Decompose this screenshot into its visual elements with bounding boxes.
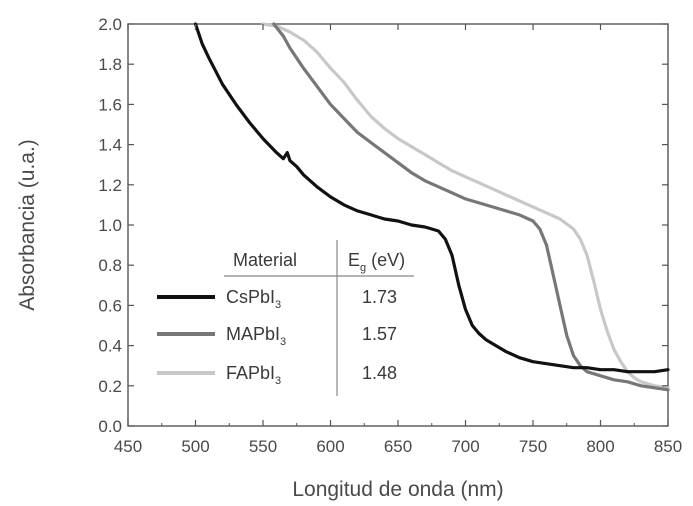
y-tick-label: 1.2 xyxy=(98,176,122,195)
legend-label-cspbi3: CsPbI3 xyxy=(226,287,281,311)
plot-frame xyxy=(127,23,669,427)
y-tick-label: 1.0 xyxy=(98,216,122,235)
y-tick-label: 0.4 xyxy=(98,337,122,356)
y-tick-label: 1.6 xyxy=(98,95,122,114)
legend-header-eg-sub: g xyxy=(360,262,366,274)
y-tick-label: 0.8 xyxy=(98,256,122,275)
legend-eg-mapbi3: 1.57 xyxy=(362,324,397,344)
legend-label-fapbi3: FAPbI3 xyxy=(226,363,281,387)
legend-eg-cspbi3: 1.73 xyxy=(362,287,397,307)
y-tick-label: 0.2 xyxy=(98,377,122,396)
legend-header-eg: Eg (eV) xyxy=(348,250,405,274)
x-tick-label: 600 xyxy=(316,437,344,456)
series-layer xyxy=(193,22,670,392)
legend-label-sub: 3 xyxy=(275,299,281,311)
y-tick-label: 0.6 xyxy=(98,296,122,315)
series-line-fapbi3 xyxy=(261,22,670,390)
legend-label-main: CsPbI xyxy=(226,287,275,307)
x-tick-label: 550 xyxy=(249,437,277,456)
legend-label-main: FAPbI xyxy=(226,363,275,383)
x-axis-title: Longitud de onda (nm) xyxy=(292,478,503,501)
legend-header-material: Material xyxy=(233,250,297,270)
y-tick-label: 2.0 xyxy=(98,15,122,34)
x-tick-label: 850 xyxy=(654,437,682,456)
y-tick-label: 0.0 xyxy=(98,417,122,436)
legend-header-eg-main: E xyxy=(348,250,360,270)
ticks-layer: 450 500 550 600 650 700 750 800 850 0.0 0.2 0.4 0.6 0… xyxy=(98,15,682,456)
x-tick-label: 750 xyxy=(519,437,547,456)
legend-label-mapbi3: MAPbI3 xyxy=(226,324,286,348)
y-tick-label: 1.4 xyxy=(98,136,122,155)
y-tick-label: 1.8 xyxy=(98,55,122,74)
series-line-cspbi3 xyxy=(193,22,670,374)
x-tick-label: 650 xyxy=(384,437,412,456)
legend-eg-fapbi3: 1.48 xyxy=(362,363,397,383)
x-tick-label: 450 xyxy=(114,437,142,456)
y-axis-title: Absorbancia (u.a.) xyxy=(16,139,39,311)
x-tick-label: 700 xyxy=(451,437,479,456)
legend-label-sub: 3 xyxy=(280,336,286,348)
x-tick-label: 800 xyxy=(586,437,614,456)
legend-label-main: MAPbI xyxy=(226,324,280,344)
series-line-mapbi3 xyxy=(272,22,670,392)
legend-label-sub: 3 xyxy=(275,375,281,387)
legend-header-eg-unit: (eV) xyxy=(366,250,405,270)
x-tick-label: 500 xyxy=(181,437,209,456)
